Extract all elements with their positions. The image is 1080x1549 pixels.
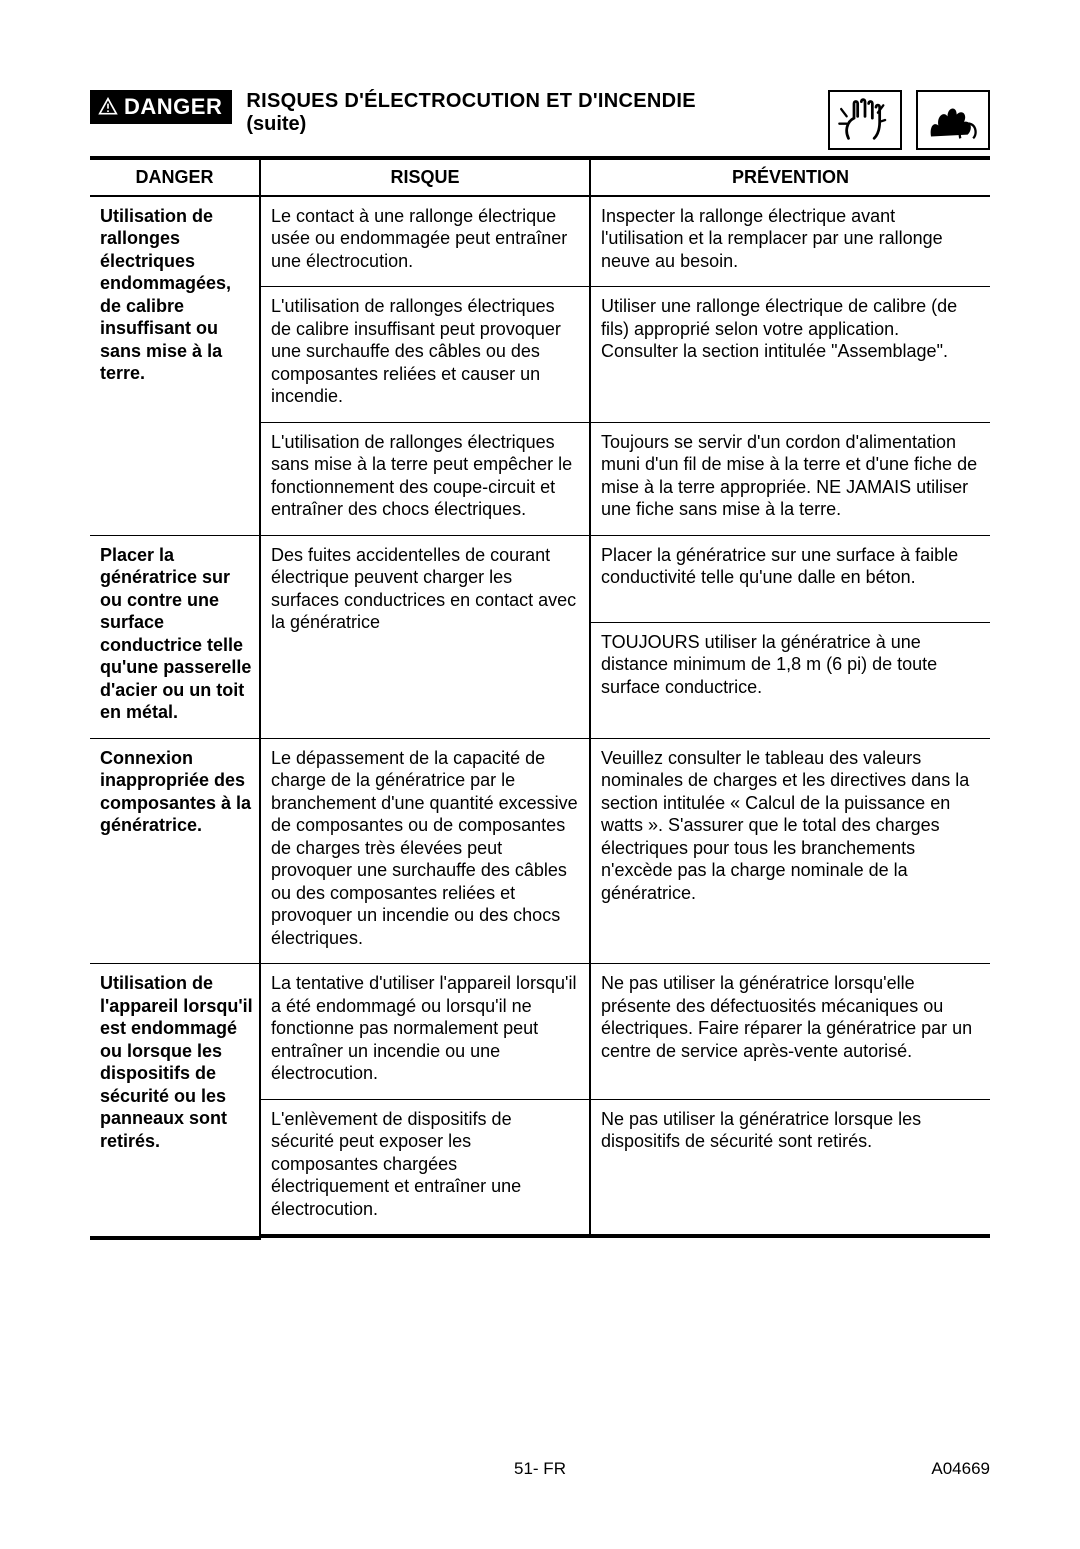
col-header-danger: DANGER — [90, 160, 260, 196]
prevention-cell: Inspecter la rallonge électrique avant l… — [590, 196, 990, 287]
risque-cell: L'utilisation de rallonges électriques s… — [260, 422, 590, 535]
prevention-cell: Ne pas utiliser la génératrice lorsque l… — [590, 1099, 990, 1236]
risque-cell: La tentative d'utiliser l'appareil lorsq… — [260, 964, 590, 1100]
risque-cell: Le contact à une rallonge électrique usé… — [260, 196, 590, 287]
danger-cell: Utilisation de l'appareil lorsqu'il est … — [90, 964, 260, 1237]
prevention-cell: Toujours se servir d'un cordon d'aliment… — [590, 422, 990, 535]
prevention-cell: Veuillez consulter le tableau des valeur… — [590, 738, 990, 964]
page-footer: 51- FR A04669 — [90, 1459, 990, 1479]
danger-cell: Placer la génératrice sur ou contre une … — [90, 535, 260, 738]
col-header-prevention: PRÉVENTION — [590, 160, 990, 196]
danger-cell: Connexion inappropriée des composantes à… — [90, 738, 260, 964]
prevention-cell: Utiliser une rallonge électrique de cali… — [590, 287, 990, 423]
fire-hand-icon — [916, 90, 990, 150]
risque-cell: Des fuites accidentelles de courant élec… — [260, 535, 590, 738]
page-number: 51- FR — [514, 1459, 566, 1479]
title-main: RISQUES D'ÉLECTROCUTION ET D'INCENDIE — [246, 90, 814, 113]
prevention-cell: TOUJOURS utiliser la génératrice à une d… — [590, 622, 990, 738]
risque-cell: L'enlèvement de dispositifs de sécurité … — [260, 1099, 590, 1236]
danger-cell: Utilisation de rallonges électriques end… — [90, 196, 260, 536]
risque-cell: L'utilisation de rallonges électriques d… — [260, 287, 590, 423]
doc-code: A04669 — [931, 1459, 990, 1479]
shock-hand-icon — [828, 90, 902, 150]
danger-badge: DANGER — [90, 90, 232, 124]
prevention-cell: Placer la génératrice sur une surface à … — [590, 535, 990, 622]
title-sub: (suite) — [246, 113, 814, 136]
section-title: RISQUES D'ÉLECTROCUTION ET D'INCENDIE (s… — [246, 90, 814, 136]
hazard-table: DANGER RISQUE PRÉVENTION Utilisation de … — [90, 160, 990, 1240]
risque-cell: Le dépassement de la capacité de charge … — [260, 738, 590, 964]
danger-badge-text: DANGER — [124, 94, 222, 120]
prevention-cell: Ne pas utiliser la génératrice lorsqu'el… — [590, 964, 990, 1100]
warning-triangle-icon — [98, 97, 118, 117]
col-header-risque: RISQUE — [260, 160, 590, 196]
